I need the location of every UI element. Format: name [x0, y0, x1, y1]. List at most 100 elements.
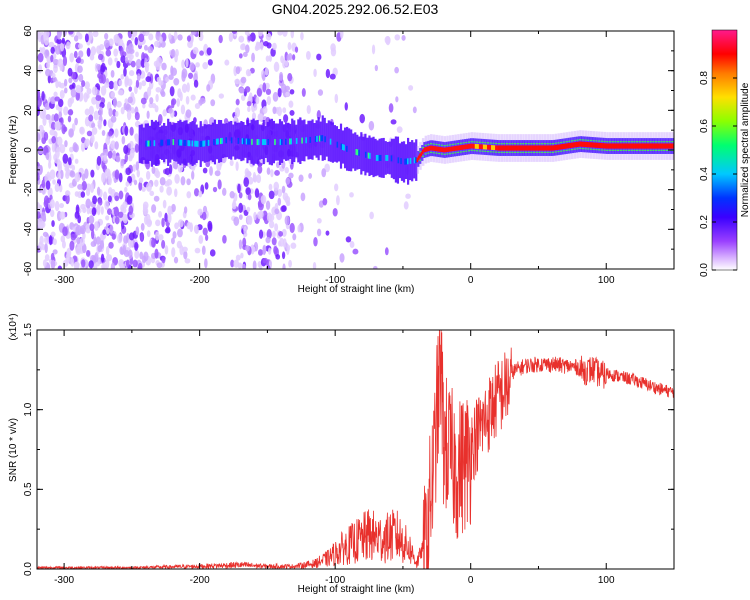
spectrogram-ridge-core: [560, 144, 562, 150]
spectrogram-ridge-edge: [622, 141, 625, 143]
spectrogram-speckle: [168, 107, 173, 114]
spectrogram-ridge-band: [222, 123, 225, 159]
spectrogram-speckle: [80, 142, 86, 152]
spectrogram-ridge-band: [411, 140, 414, 182]
spectrogram-speckle: [405, 193, 411, 199]
spectrogram-ridge-core: [587, 142, 589, 148]
spectrogram-speckle: [272, 42, 277, 51]
spectrogram-ridge-edge: [486, 150, 489, 153]
spectrogram-speckle: [65, 190, 70, 196]
spectrogram-speckle: [59, 211, 66, 220]
spectrogram-speckle: [110, 262, 115, 269]
spectrogram-ridge-edge: [503, 151, 506, 153]
spectrogram-ridge-core: [161, 139, 164, 146]
spectrogram-ridge-core: [519, 145, 522, 151]
spectrogram-ridge-edge: [495, 151, 498, 153]
spectrogram-ridge-edge: [592, 148, 595, 150]
spectrogram-ridge-edge: [570, 140, 573, 142]
spectrogram-ridge-core: [301, 137, 303, 144]
spectrogram-speckle: [57, 171, 61, 180]
spectrogram-ridge-core: [237, 137, 240, 144]
spectrogram-speckle: [50, 96, 56, 105]
spectrogram-speckle: [317, 89, 324, 96]
spectrogram-speckle: [268, 220, 275, 229]
spectrogram-ridge-band: [185, 120, 188, 166]
spectrogram-speckle: [81, 259, 86, 268]
x-tick-label: -100: [325, 575, 345, 586]
spectrogram-speckle: [153, 195, 160, 202]
spectrogram-speckle: [198, 234, 204, 244]
spectrogram-ridge-edge: [608, 149, 611, 151]
spectrogram-speckle: [272, 91, 279, 102]
spectrogram-ridge-core: [447, 147, 450, 152]
spectrogram-ridge-core: [623, 143, 626, 149]
spectrogram-ridge-edge: [570, 148, 573, 151]
spectrogram-ridge-core: [538, 145, 541, 151]
spectrogram-ridge-core: [424, 147, 427, 152]
spectrogram-ridge-edge: [630, 149, 633, 151]
spectrogram-ridge-core: [251, 138, 253, 145]
spectrogram-ridge-core: [518, 145, 520, 151]
spectrogram-speckle: [120, 158, 125, 167]
spectrogram-ridge-core: [160, 139, 162, 146]
spectrogram-speckle: [74, 158, 79, 164]
spectrogram-speckle: [93, 263, 98, 269]
spectrogram-ridge-edge: [440, 153, 443, 155]
spectrogram-ridge-core: [653, 143, 656, 149]
spectrogram-speckle: [107, 57, 113, 66]
spectrogram-ridge-core: [547, 145, 550, 151]
spectrogram-ridge-edge: [579, 139, 582, 141]
spectrogram-ridge-core: [572, 142, 574, 148]
spectrogram-speckle: [68, 31, 74, 35]
spectrogram-speckle: [124, 186, 128, 193]
spectrogram-speckle: [120, 106, 125, 115]
spectrogram-speckle: [138, 33, 145, 43]
spectrogram-ridge-core: [467, 144, 470, 149]
spectrogram-speckle: [300, 32, 304, 41]
spectrogram-ridge-core: [481, 144, 484, 150]
colorbar-tick-label: 0.4: [699, 167, 710, 181]
spectrogram-ridge-edge: [606, 149, 609, 151]
spectrogram-ridge-core: [199, 141, 202, 148]
spectrogram-ridge-core: [206, 140, 209, 147]
spectrogram-speckle: [197, 208, 203, 216]
spectrogram-ridge-edge: [565, 149, 568, 151]
spectrogram-speckle: [50, 121, 56, 131]
spectrogram-ridge-edge: [562, 150, 565, 152]
spectrogram-speckle: [289, 109, 295, 116]
spectrogram-ridge-edge: [584, 148, 587, 150]
spectrogram-speckle: [344, 102, 348, 111]
spectrogram-ridge-band: [181, 121, 184, 164]
spectrogram-speckle: [207, 220, 213, 230]
spectrogram-speckle: [238, 53, 243, 59]
spectrogram-ridge-core: [546, 145, 549, 151]
spectrogram-ridge-edge: [655, 141, 658, 143]
spectrogram-ridge-edge: [600, 149, 603, 151]
spectrogram-ridge-core: [484, 144, 486, 150]
spectrogram-ridge-edge: [440, 144, 443, 146]
spectrogram-ridge-band: [169, 121, 172, 163]
spectrogram-ridge-edge: [462, 142, 465, 144]
spectrogram-speckle: [277, 31, 283, 36]
spectrogram-speckle: [158, 80, 164, 86]
spectrogram-ridge-edge: [576, 148, 579, 150]
spectrogram-ridge-edge: [438, 152, 441, 155]
spectrogram-ridge-core: [454, 146, 457, 151]
spectrogram-speckle: [268, 54, 272, 62]
spectrogram-speckle: [394, 66, 399, 74]
spectrogram-ridge-core: [580, 141, 583, 147]
spectrogram-speckle: [339, 31, 344, 39]
spectrogram-speckle: [172, 231, 177, 239]
x-tick-label: -300: [54, 275, 74, 286]
spectrogram-ridge-core: [622, 143, 625, 149]
spectrogram-ridge-band: [307, 120, 310, 160]
spectrogram-speckle: [48, 235, 53, 246]
spectrogram-speckle: [138, 81, 142, 90]
spectrogram-speckle: [137, 262, 143, 269]
spectrogram-ridge-core: [191, 140, 194, 147]
spectrogram-speckle: [125, 103, 130, 110]
spectrogram-speckle: [123, 145, 129, 155]
x-tick-label: -200: [190, 275, 210, 286]
spectrogram-ylabel: Frequency (Hz): [8, 116, 19, 185]
spectrogram-speckle: [114, 169, 120, 180]
